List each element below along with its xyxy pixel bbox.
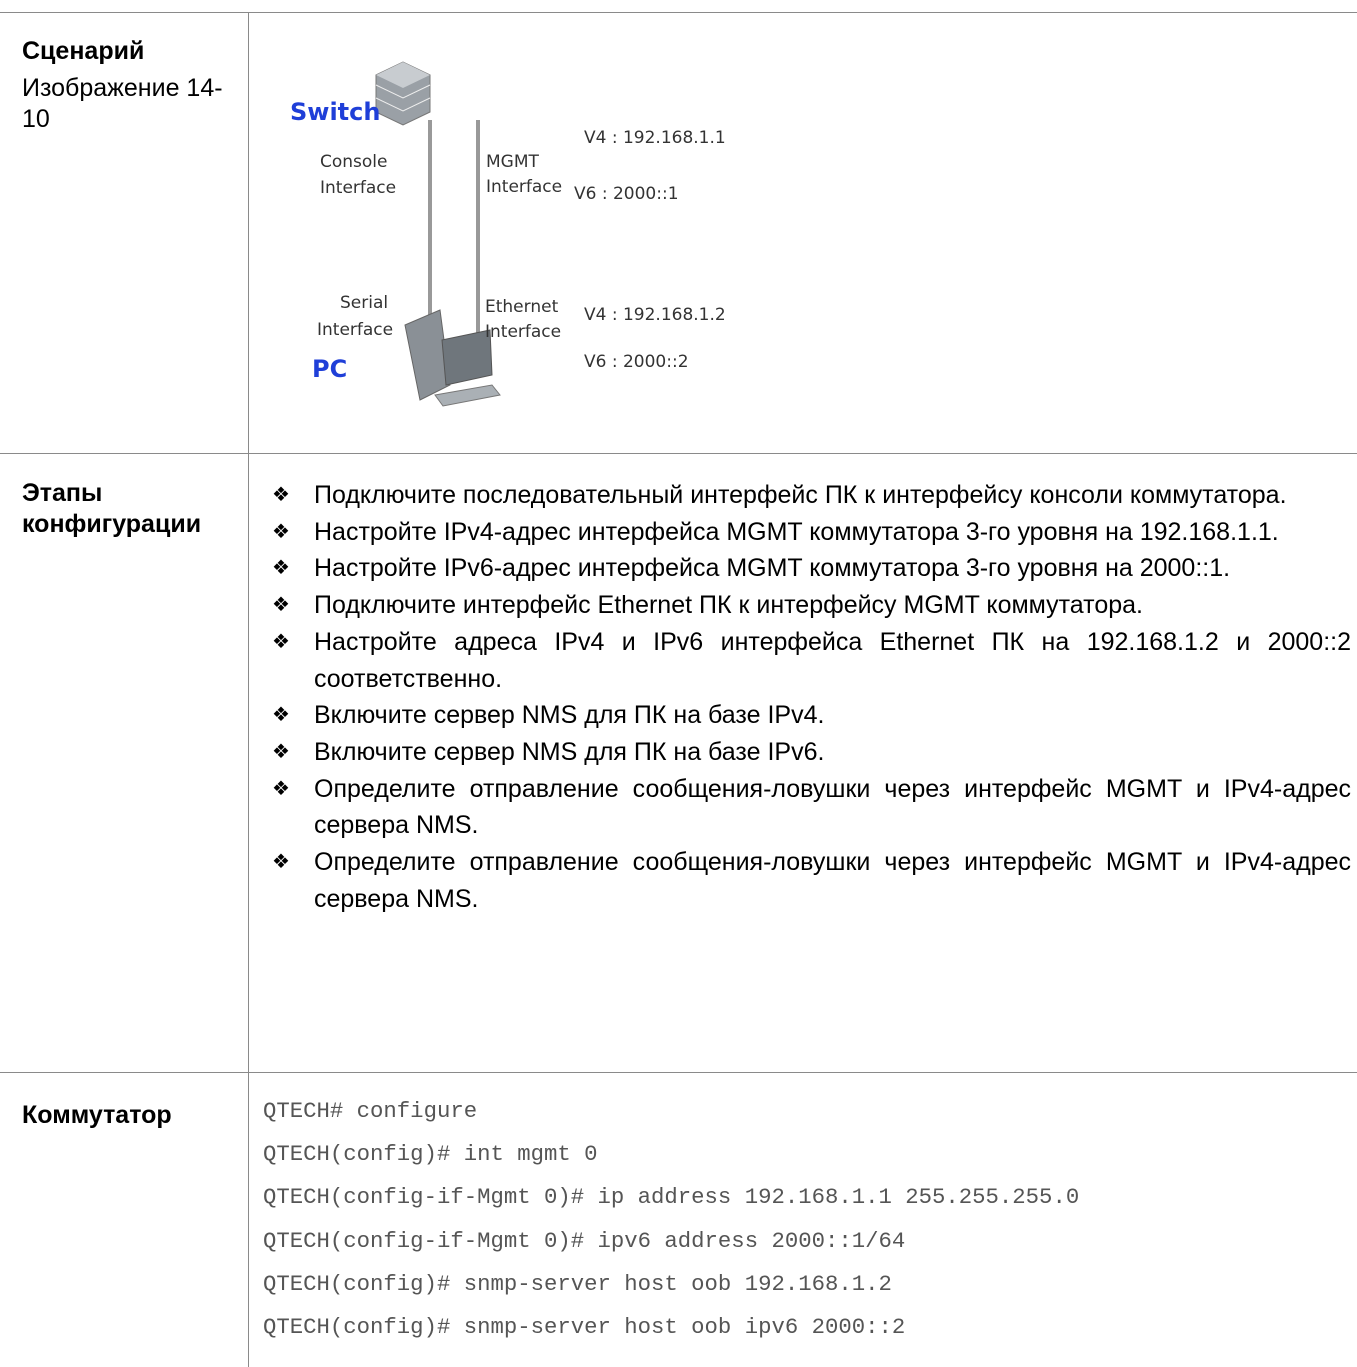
step-text: Определите отправление сообщения-ловушки… — [314, 774, 1351, 840]
address-label: V6 : 2000::1 — [574, 184, 679, 204]
step-item: Настройте адреса IPv4 и IPv6 интерфейса … — [250, 624, 1351, 697]
step-item: Определите отправление сообщения-ловушки… — [250, 771, 1351, 844]
step-text: Подключите интерфейс Ethernet ПК к интер… — [314, 591, 1143, 620]
row-label-cell: Этапы конфигурации — [22, 478, 230, 540]
interface-label: Interface — [485, 322, 561, 342]
network-diagram: Switch PC Console Interface MGMT Interfa… — [290, 61, 726, 407]
row-divider — [0, 453, 1357, 454]
column-divider — [248, 12, 249, 1367]
interface-label: MGMT — [486, 152, 540, 172]
interface-label: Ethernet — [485, 297, 559, 317]
row-divider — [0, 1072, 1357, 1073]
step-item: Подключите интерфейс Ethernet ПК к интер… — [250, 587, 1351, 624]
step-text: Включите сервер NMS для ПК на базе IPv6. — [314, 737, 825, 766]
step-text: Определите отправление сообщения-ловушки… — [314, 848, 1351, 913]
step-text: Настройте адреса IPv4 и IPv6 интерфейса … — [314, 627, 1351, 693]
step-text: Подключите последовательный интерфейс ПК… — [314, 481, 1287, 509]
interface-label: Interface — [317, 320, 393, 340]
pc-label: PC — [312, 355, 347, 383]
row-label: Коммутатор — [22, 1101, 172, 1129]
address-label: V4 : 192.168.1.2 — [584, 305, 726, 325]
step-text: Настройте IPv4-адрес интерфейса MGMT ком… — [314, 517, 1279, 546]
row-label-cell: Коммутатор — [22, 1100, 230, 1131]
row-label-cell: Сценарий Изображение 14-10 — [22, 36, 230, 135]
interface-label: Serial — [340, 293, 388, 313]
step-item: Включите сервер NMS для ПК на базе IPv4. — [250, 697, 1351, 734]
step-item: Настройте IPv4-адрес интерфейса MGMT ком… — [250, 514, 1351, 551]
code-line: QTECH(config-if-Mgmt 0)# ipv6 address 20… — [263, 1227, 906, 1254]
step-text: Включите сервер NMS для ПК на базе IPv4. — [314, 701, 825, 730]
row-label: Этапы конфигурации — [22, 479, 202, 538]
code-line: QTECH# configure — [263, 1098, 478, 1124]
interface-label: Interface — [320, 178, 396, 198]
code-block: QTECH# configure QTECH(config)# int mgmt … — [263, 1090, 1079, 1349]
address-label: V6 : 2000::2 — [584, 352, 689, 372]
step-text: Настройте IPv6-адрес интерфейса MGMT ком… — [314, 554, 1231, 583]
row-label: Сценарий — [22, 37, 145, 65]
step-item: Настройте IPv6-адрес интерфейса MGMT ком… — [250, 550, 1351, 587]
interface-label: Interface — [486, 177, 562, 197]
pc-icon — [404, 309, 501, 407]
switch-icon — [375, 61, 431, 126]
code-line: QTECH(config)# snmp-server host oob 192.… — [263, 1270, 892, 1297]
figure-caption: Изображение 14-10 — [22, 74, 223, 133]
address-label: V4 : 192.168.1.1 — [584, 128, 726, 148]
steps-list: Подключите последовательный интерфейс ПК… — [250, 477, 1351, 917]
code-line: QTECH(config-if-Mgmt 0)# ip address 192.… — [263, 1184, 1080, 1211]
interface-label: Console — [320, 152, 388, 172]
step-item: Включите сервер NMS для ПК на базе IPv6. — [250, 734, 1351, 771]
code-line: QTECH(config)# snmp-server host oob ipv6… — [263, 1314, 906, 1341]
step-item: Определите отправление сообщения-ловушки… — [250, 844, 1351, 917]
switch-label: Switch — [290, 98, 380, 126]
code-line: QTECH(config)# int mgmt 0 — [263, 1141, 598, 1168]
step-item: Подключите последовательный интерфейс ПК… — [250, 477, 1351, 514]
table-top-border — [0, 12, 1357, 13]
